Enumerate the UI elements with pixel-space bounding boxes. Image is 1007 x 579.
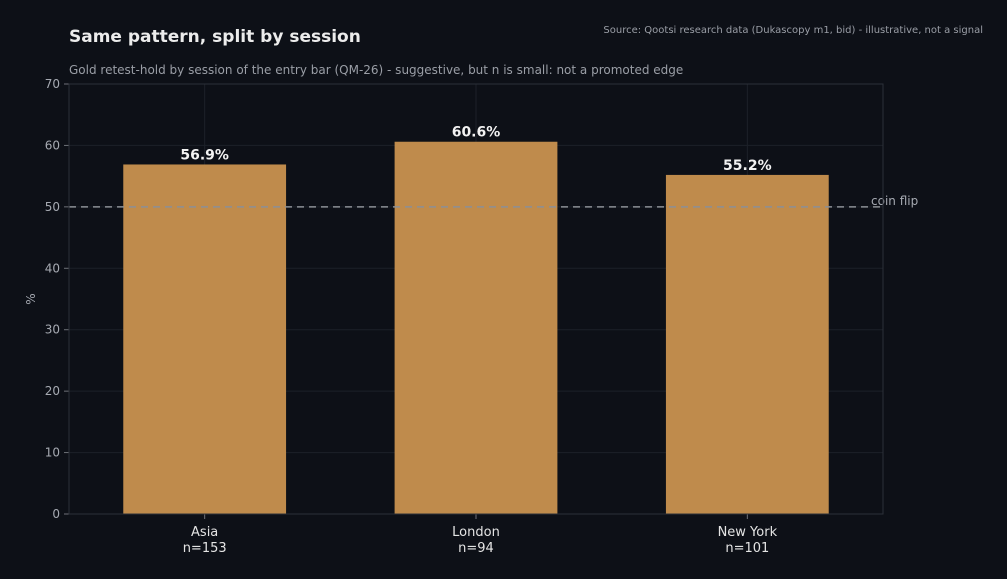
y-tick-label: 0: [52, 507, 60, 521]
reference-line-label: coin flip: [871, 194, 918, 208]
bar: [123, 164, 287, 514]
x-tick-label: New York: [718, 525, 778, 540]
labels-layer: 56.9% 60.6% 55.2%: [180, 125, 771, 174]
x-tick-label: London: [452, 525, 500, 540]
x-tick-sample-size: n=101: [725, 541, 769, 556]
y-tick-label: 50: [45, 200, 60, 214]
y-tick-label: 40: [45, 261, 60, 275]
bars-layer: [123, 141, 829, 514]
x-tick-sample-size: n=153: [183, 541, 227, 556]
bar-value-label: 56.9%: [180, 147, 229, 163]
plot-frame: [68, 83, 884, 515]
x-tick-label: Asia: [191, 525, 218, 540]
y-axis-label: %: [24, 293, 38, 304]
y-tick-label: 70: [45, 77, 60, 91]
bar-value-label: 55.2%: [723, 158, 772, 174]
chart-source: Source: Qootsi research data (Dukascopy …: [603, 25, 983, 36]
x-tick-sample-size: n=94: [458, 541, 494, 556]
bar: [394, 141, 558, 514]
bar-value-label: 60.6%: [452, 125, 501, 141]
chart-title: Same pattern, split by session: [69, 27, 361, 47]
y-tick-label: 60: [45, 138, 60, 152]
y-tick-label: 30: [45, 323, 60, 337]
chart-subtitle: Gold retest-hold by session of the entry…: [69, 63, 683, 77]
y-tick-label: 10: [45, 446, 60, 460]
bar: [665, 174, 829, 514]
y-tick-label: 20: [45, 384, 60, 398]
